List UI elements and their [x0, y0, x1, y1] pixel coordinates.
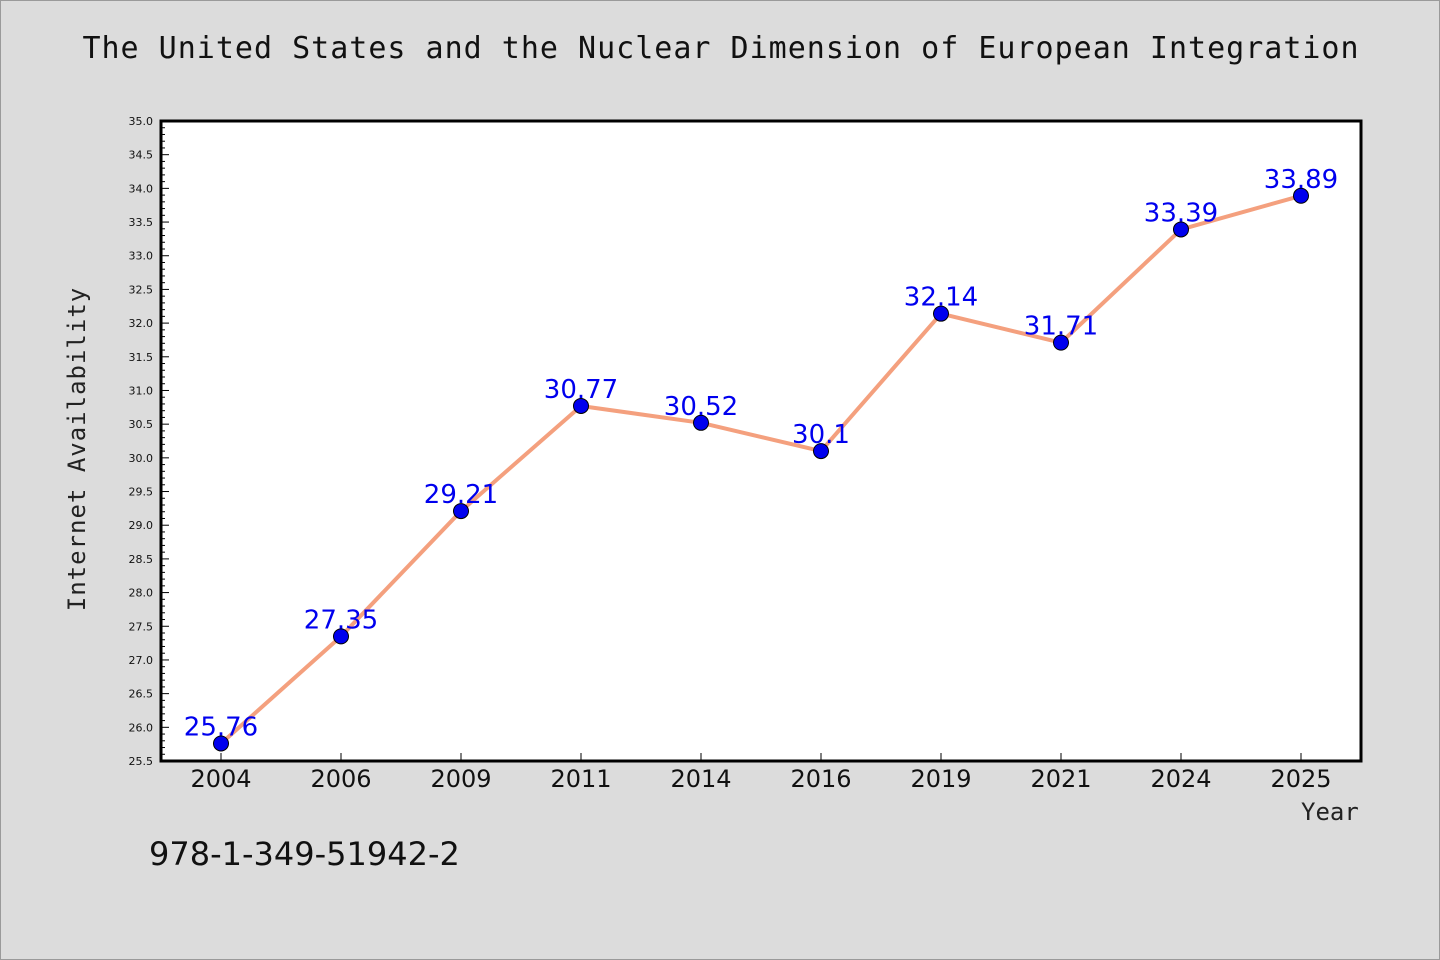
y-tick-label: 26.5: [129, 688, 154, 701]
x-tick-label: 2024: [1150, 765, 1211, 793]
y-tick-label: 29.0: [129, 519, 154, 532]
y-tick-label: 31.0: [129, 384, 154, 397]
x-tick-label: 2016: [790, 765, 851, 793]
data-label: 33.89: [1264, 165, 1338, 195]
data-point: [213, 735, 229, 752]
data-label: 30.77: [544, 375, 618, 405]
data-point: [1293, 187, 1309, 204]
data-point: [933, 305, 949, 322]
y-tick-label: 31.5: [129, 351, 154, 364]
data-label: 30.1: [792, 420, 850, 450]
data-label: 30.52: [664, 392, 738, 422]
y-tick-label: 33.5: [129, 216, 154, 229]
x-tick-label: 2021: [1030, 765, 1091, 793]
plot-border: [159, 119, 1363, 763]
data-label: 32.14: [904, 283, 978, 313]
data-point: [1053, 334, 1069, 351]
y-tick-label: 28.0: [129, 587, 154, 600]
x-tick-label: 2025: [1270, 765, 1331, 793]
y-tick-label: 26.0: [129, 721, 154, 734]
y-tick-label: 28.5: [129, 553, 154, 566]
x-tick-label: 2019: [910, 765, 971, 793]
data-label: 27.35: [304, 605, 378, 635]
y-tick-label: 33.0: [129, 250, 154, 263]
data-point: [333, 628, 349, 645]
y-tick-label: 32.5: [129, 283, 154, 296]
x-tick-label: 2006: [310, 765, 371, 793]
data-point: [1173, 221, 1189, 238]
y-tick-label: 27.0: [129, 654, 154, 667]
series-line: [219, 193, 1303, 746]
y-tick-label: 35.0: [129, 115, 154, 128]
x-tick-label: 2014: [670, 765, 731, 793]
data-label: 31.71: [1024, 312, 1098, 342]
data-label: 29.21: [424, 480, 498, 510]
y-tick-label: 32.0: [129, 317, 154, 330]
y-tick-label: 34.5: [129, 149, 154, 162]
data-point: [813, 443, 829, 460]
y-tick-label: 30.5: [129, 418, 154, 431]
y-tick-label: 34.0: [129, 182, 154, 195]
data-point: [693, 414, 709, 431]
data-label: 33.39: [1144, 198, 1218, 228]
x-axis-label: Year: [1301, 798, 1359, 826]
data-point: [573, 397, 589, 414]
y-tick-label: 30.0: [129, 452, 154, 465]
y-tick-label: 25.5: [129, 755, 154, 768]
plot-area: [161, 121, 1361, 761]
x-tick-label: 2009: [430, 765, 491, 793]
chart-title: The United States and the Nuclear Dimens…: [82, 31, 1360, 66]
x-tick-label: 2004: [190, 765, 251, 793]
y-tick-label: 27.5: [129, 620, 154, 633]
y-tick-label: 29.5: [129, 486, 154, 499]
data-label: 25.76: [184, 712, 258, 742]
data-point: [453, 503, 469, 520]
isbn-footnote: 978-1-349-51942-2: [149, 835, 460, 873]
x-tick-label: 2011: [550, 765, 611, 793]
